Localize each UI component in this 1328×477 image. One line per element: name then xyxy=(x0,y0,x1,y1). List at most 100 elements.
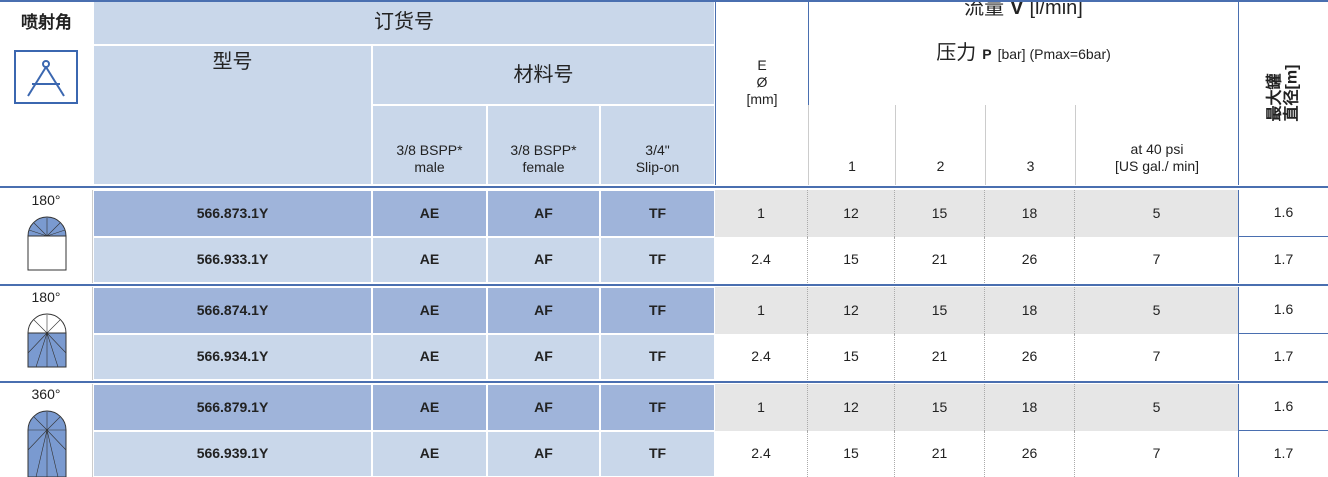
cell-text: 型号 xyxy=(212,51,253,73)
model-cell: 566.934.1Y xyxy=(93,333,372,380)
material-cell: AE xyxy=(372,430,487,477)
cell-text: AF xyxy=(534,301,553,318)
cell-text: 15 xyxy=(931,204,948,221)
cell-text: 3/8 BSPP* xyxy=(510,142,577,158)
diameter-cell: 1.7 xyxy=(1238,430,1328,477)
flow-cell: 15 xyxy=(808,430,895,477)
cell-text: 1.7 xyxy=(1273,348,1294,365)
flow-cell: 12 xyxy=(808,384,895,431)
angle-icon xyxy=(14,50,78,104)
cell-text: 566.933.1Y xyxy=(196,251,269,268)
header-cell: at 40 psi [US gal./ min] xyxy=(1075,105,1238,185)
flow-cell: 26 xyxy=(985,430,1075,477)
us-flow-cell: 7 xyxy=(1075,333,1238,380)
cell-text: 18 xyxy=(1021,204,1038,221)
material-cell: TF xyxy=(600,287,715,334)
cell-text: P xyxy=(982,46,992,62)
cell-text: 26 xyxy=(1021,445,1038,462)
cell-text: 3/8 BSPP* xyxy=(396,142,463,158)
cell-text: AF xyxy=(534,348,553,365)
model-cell: 566.879.1Y xyxy=(93,384,372,431)
cell-text: 5 xyxy=(1152,301,1161,318)
model-cell: 566.939.1Y xyxy=(93,430,372,477)
cell-text: at 40 psi xyxy=(1130,141,1184,157)
material-cell: AF xyxy=(487,430,600,477)
cell-text: 566.873.1Y xyxy=(196,204,269,221)
cell-text: 压力 xyxy=(936,42,977,64)
cell-text: 直径[m] xyxy=(1283,64,1301,121)
material-cell: AE xyxy=(372,287,487,334)
material-cell: AE xyxy=(372,384,487,431)
header-cell: 最大罐 直径[m] xyxy=(1238,0,1328,185)
cell-text: AE xyxy=(419,251,440,268)
flow-cell: 26 xyxy=(985,333,1075,380)
flow-cell: 18 xyxy=(985,287,1075,334)
cell-text: TF xyxy=(648,204,667,221)
header-cell: 材料号 xyxy=(372,45,715,105)
diameter-cell: 1.6 xyxy=(1238,384,1328,431)
flow-cell: 12 xyxy=(808,190,895,237)
separator xyxy=(0,0,1328,2)
cell-text: 2.4 xyxy=(751,445,771,462)
cell-text: 2 xyxy=(936,158,945,174)
orifice-cell: 1 xyxy=(715,190,808,237)
cell-text: 5 xyxy=(1152,204,1161,221)
flow-cell: 15 xyxy=(895,190,985,237)
model-cell: 566.933.1Y xyxy=(93,236,372,283)
orifice-cell: 2.4 xyxy=(715,333,808,380)
cell-text: 12 xyxy=(843,398,859,415)
cell-text: Ø xyxy=(756,74,768,90)
orifice-cell: 1 xyxy=(715,384,808,431)
header-cell: 3/8 BSPP* female xyxy=(487,105,600,185)
separator xyxy=(0,284,1328,286)
angle-cell: 180° xyxy=(0,190,93,283)
cell-text: 26 xyxy=(1021,251,1038,268)
header-cell: 型号 xyxy=(93,45,372,185)
cell-text: TF xyxy=(648,251,667,268)
orifice-cell: 2.4 xyxy=(715,236,808,283)
material-cell: TF xyxy=(600,236,715,283)
flow-cell: 12 xyxy=(808,287,895,334)
material-cell: AF xyxy=(487,287,600,334)
cell-text: TF xyxy=(648,398,667,415)
model-cell: 566.874.1Y xyxy=(93,287,372,334)
cell-text: 1.7 xyxy=(1273,445,1294,462)
cell-text: 5 xyxy=(1152,398,1161,415)
orifice-cell: 2.4 xyxy=(715,430,808,477)
model-cell: 566.873.1Y xyxy=(93,190,372,237)
cell-text: 1 xyxy=(848,158,856,174)
header-cell: 3/4" Slip-on xyxy=(600,105,715,185)
material-cell: AF xyxy=(487,236,600,283)
cell-text: 1.7 xyxy=(1273,251,1294,268)
material-cell: AE xyxy=(372,190,487,237)
cell-text: 12 xyxy=(843,301,859,318)
spray-icon xyxy=(27,216,67,271)
cell-text: 566.874.1Y xyxy=(196,301,269,318)
cell-text: AE xyxy=(419,204,440,221)
cell-text: 流量 xyxy=(964,0,1005,19)
flow-cell: 26 xyxy=(985,236,1075,283)
flow-cell: 21 xyxy=(895,333,985,380)
cell-text: 566.939.1Y xyxy=(196,445,269,462)
angle-cell: 360° xyxy=(0,384,93,477)
cell-text: 喷射角 xyxy=(21,13,72,32)
cell-text: 18 xyxy=(1021,301,1038,318)
flow-cell: 21 xyxy=(895,430,985,477)
material-cell: AE xyxy=(372,236,487,283)
cell-text: 15 xyxy=(843,445,859,462)
cell-text: 2.4 xyxy=(751,348,771,365)
diameter-cell: 1.6 xyxy=(1238,190,1328,237)
cell-text: [bar] (Pmax=6bar) xyxy=(997,46,1111,62)
us-flow-cell: 5 xyxy=(1075,384,1238,431)
cell-text: AF xyxy=(534,204,553,221)
material-cell: TF xyxy=(600,190,715,237)
cell-text: 21 xyxy=(931,251,948,268)
header-cell: 1 xyxy=(808,105,895,185)
cell-text: 180° xyxy=(31,289,61,305)
material-cell: TF xyxy=(600,333,715,380)
header-cell: E Ø [mm] xyxy=(715,0,808,185)
cell-text: AF xyxy=(534,445,553,462)
cell-text: 7 xyxy=(1152,445,1161,462)
material-cell: AF xyxy=(487,384,600,431)
